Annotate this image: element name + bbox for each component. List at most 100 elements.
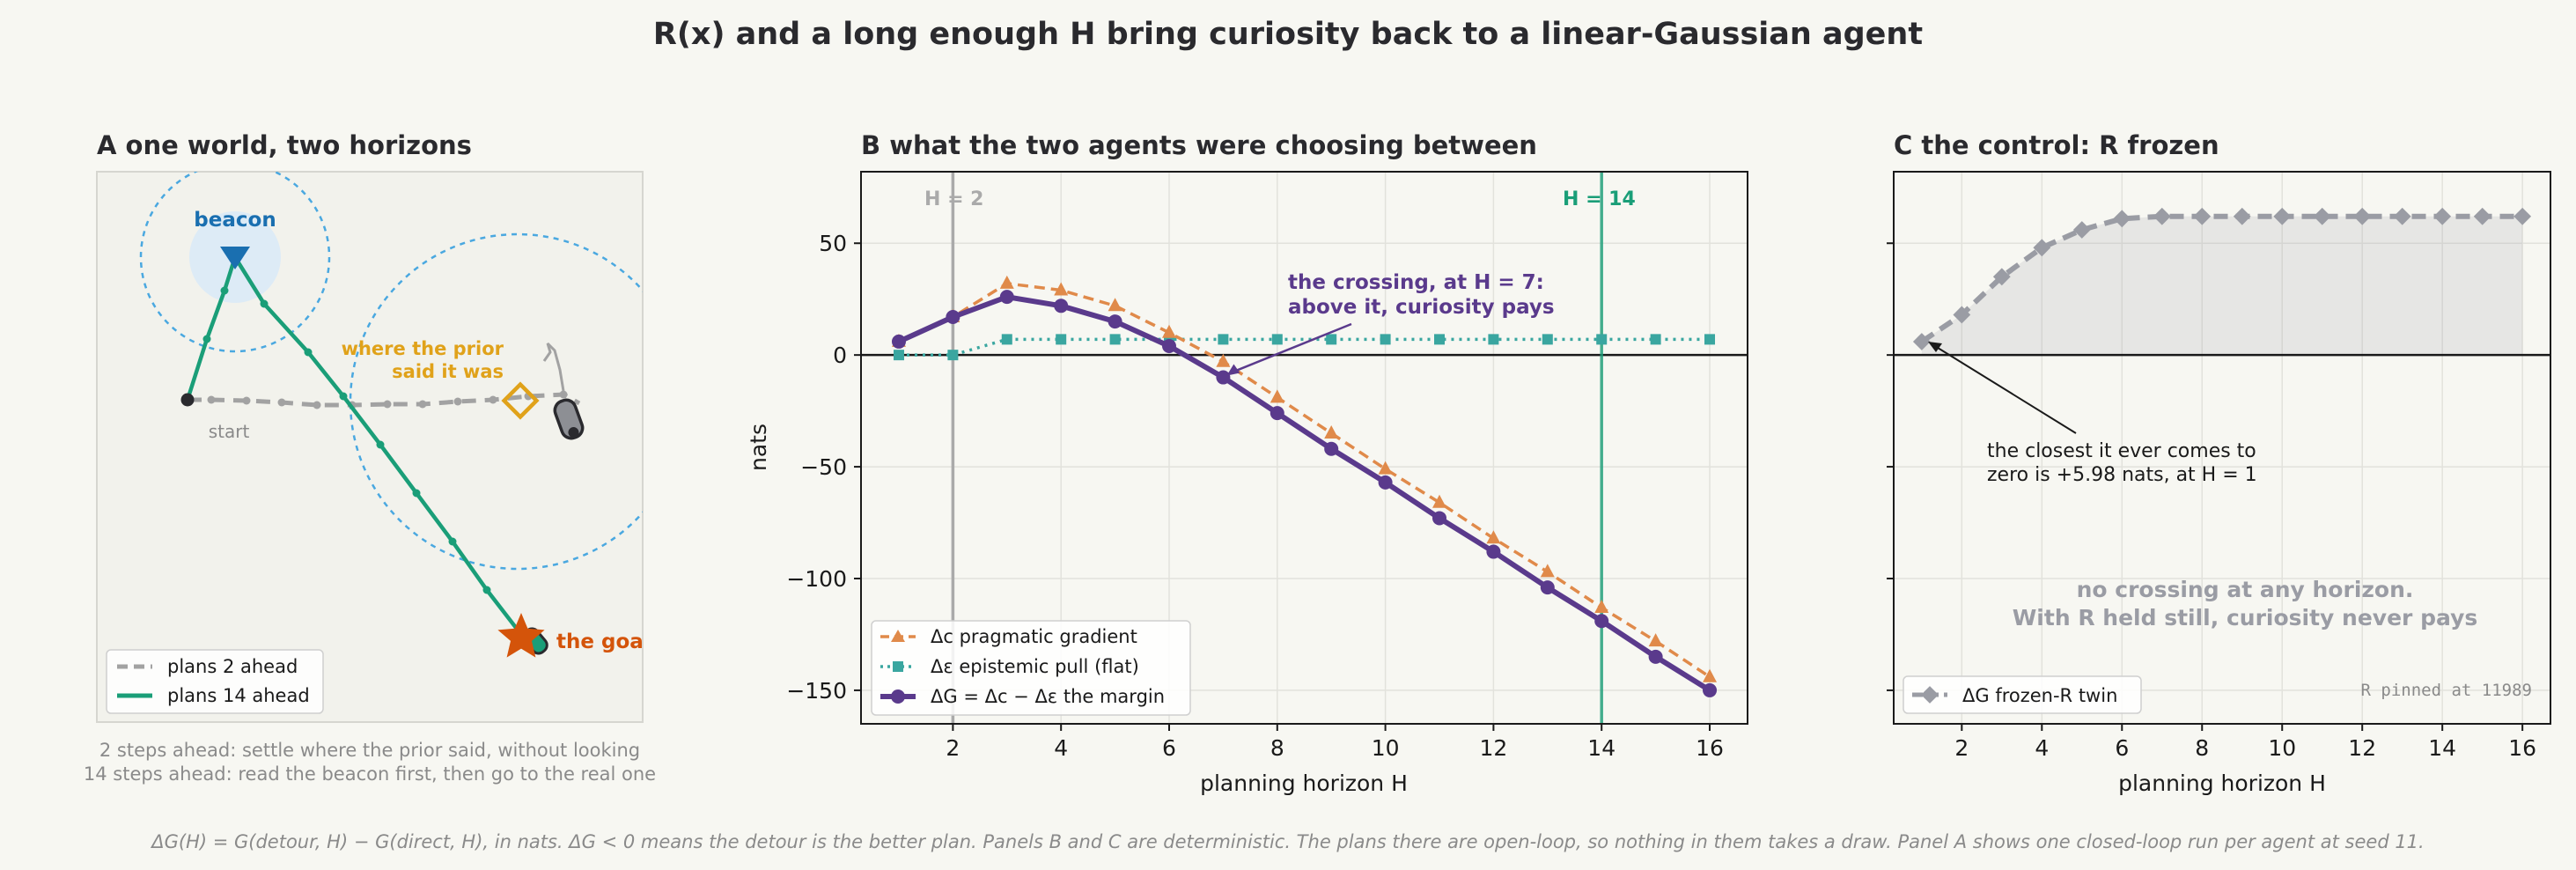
panel-c-annotation-line1: the closest it ever comes to [1987,440,2256,462]
series-frozen-point [2153,207,2171,225]
panel-c-marks [1894,207,2550,357]
x-tick-label: 10 [1372,735,1400,761]
series-epistemic-point [1704,334,1716,345]
x-tick-label: 6 [1162,735,1176,761]
series-frozen-point [2513,207,2532,225]
series-pragmatic-point [1108,298,1122,312]
panel-b-frame [860,171,1748,725]
legend-a-item-1: plans 2 ahead [167,656,298,677]
series-epistemic-point [1001,334,1012,345]
panel-c-plot-area [1894,172,2550,724]
series-frozen-point [2072,221,2091,239]
figure-footer: ΔG(H) = G(detour, H) − G(direct, H), in … [150,831,2424,852]
series-margin-point [1054,299,1069,313]
series-pragmatic-point [1324,425,1339,439]
series-frozen-point [1953,306,1971,324]
beacon-icon [220,247,250,269]
beacon-label: beacon [194,209,276,232]
annotation-arrowhead [1226,364,1240,376]
series-epistemic-point [1056,334,1067,345]
series-frozen-point [2273,207,2292,225]
x-tick-label: 14 [2428,735,2456,761]
series-pragmatic-point [1486,530,1501,544]
panel-c-annotation-arrow [1930,343,2077,434]
panel-a-frame [96,171,644,723]
x-tick-label: 16 [1696,735,1724,761]
prior-label-line2: said it was [392,361,504,382]
series-epistemic-point [1380,334,1391,345]
series-margin-point [1540,580,1555,595]
series-pragmatic-point [1378,461,1393,475]
legend-b-item-2: Δε epistemic pull (flat) [931,656,1139,677]
x-tick-label: 16 [2508,735,2536,761]
goal-star-icon [497,613,545,658]
series-pragmatic-point [1648,633,1663,647]
series-margin-point [999,290,1014,305]
panel-c-corner-text: R pinned at 11989 [2361,681,2532,700]
series-frozen-point [1992,268,2011,286]
panel-c-legend: ΔG frozen-R twin [1903,675,2142,714]
series-frozen-point [1912,333,1931,350]
panel-b-ylabel: nats [746,424,771,471]
legend-c-item-1: ΔG frozen-R twin [1962,685,2117,706]
series-frozen-point [2193,207,2212,225]
panel-b-xlabel: planning horizon H [1200,770,1408,796]
series-frozen-point [2233,207,2251,225]
series-margin-point [1594,614,1609,629]
robot-agent-2-icon [553,398,585,440]
series-pragmatic-point [1594,600,1609,613]
x-tick-label: 10 [2268,735,2296,761]
series-margin-point [1108,314,1122,329]
series-margin-point [1432,511,1447,526]
series-epistemic-point [1650,334,1661,345]
series-epistemic-point [1326,334,1337,345]
series-margin-point [946,310,960,324]
series-pragmatic-point [1703,668,1718,682]
series-epistemic-point [1218,334,1229,345]
panel-c-annotation-line2: zero is +5.98 nats, at H = 1 [1987,464,2257,486]
series-margin-point [1703,682,1718,697]
panel-c-shading [1921,216,2523,356]
panel-b-annotation-line1: the crossing, at H = 7: [1288,271,1544,294]
x-tick-label: 4 [1054,735,1068,761]
y-tick-label: 0 [833,343,847,368]
panel-c-ticks: 2 4 6 8 10 12 14 16 [1887,242,2536,761]
series-frozen-line [1920,213,2523,344]
panel-a-title: A one world, two horizons [97,130,472,160]
x-tick-label: 6 [2115,735,2129,761]
panel-a-caption-line1: 2 steps ahead: settle where the prior sa… [99,740,640,761]
series-frozen-point [2313,207,2331,225]
x-tick-label: 2 [946,735,960,761]
panel-c-annotation-arrowhead [1928,342,1942,352]
series-margin-point [1648,649,1663,664]
series-margin-point [891,334,906,349]
series-pragmatic-point [1540,564,1555,578]
annotation-arrow [1229,322,1352,374]
series-pragmatic-point [1432,494,1447,508]
legend-a-item-2: plans 14 ahead [167,685,310,706]
panel-a: A one world, two horizons [84,130,656,785]
series-epistemic-point [893,350,904,361]
series-frozen-point [2433,207,2452,225]
panel-c-frame [1893,171,2551,725]
x-tick-label: 14 [1587,735,1616,761]
series-margin-line [897,294,1711,693]
panel-b-marks [861,172,1748,724]
panel-c-title: C the control: R frozen [1894,130,2219,160]
x-tick-label: 12 [1480,735,1508,761]
x-tick-label: 2 [1954,735,1969,761]
panel-a-legend: plans 2 ahead plans 14 ahead [106,649,324,714]
legend-b-item-1: Δc pragmatic gradient [931,626,1137,647]
series-epistemic-point [1271,334,1283,345]
x-tick-label: 8 [2195,735,2209,761]
panel-c: C the control: R frozen 2 4 6 8 10 12 14 16 pla… [1887,130,2551,796]
y-tick-label: −50 [800,454,847,480]
series-pragmatic-point [999,275,1014,289]
start-marker [180,393,195,407]
series-pragmatic-point [1270,389,1284,403]
x-tick-label: 4 [2035,735,2049,761]
series-pragmatic-point [1054,282,1069,296]
panel-c-note-line2: With R held still, curiosity never pays [2013,605,2478,630]
panel-b-title: B what the two agents were choosing betw… [861,130,1537,160]
